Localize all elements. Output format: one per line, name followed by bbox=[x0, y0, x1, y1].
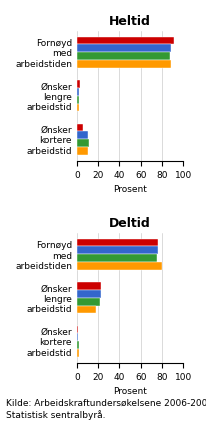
Bar bbox=[76, 254, 156, 262]
Bar bbox=[76, 80, 80, 88]
Bar bbox=[76, 147, 87, 155]
Bar bbox=[76, 88, 79, 96]
Bar bbox=[76, 96, 79, 103]
Bar bbox=[76, 239, 157, 246]
Bar bbox=[76, 341, 79, 349]
Bar bbox=[76, 131, 87, 139]
Bar bbox=[76, 44, 170, 52]
Bar bbox=[76, 282, 101, 290]
Bar bbox=[76, 103, 79, 111]
Title: Deltid: Deltid bbox=[109, 217, 150, 230]
Bar bbox=[76, 246, 157, 254]
Title: Heltid: Heltid bbox=[109, 15, 150, 28]
Bar bbox=[76, 124, 83, 131]
Bar bbox=[76, 333, 77, 341]
Text: Kilde: Arbeidskraftundersøkelsene 2006-2007,
Statistisk sentralbyrå.: Kilde: Arbeidskraftundersøkelsene 2006-2… bbox=[6, 400, 206, 420]
Bar bbox=[76, 37, 173, 44]
Bar bbox=[76, 349, 79, 357]
Bar bbox=[76, 290, 101, 298]
X-axis label: Prosent: Prosent bbox=[113, 387, 146, 396]
Bar bbox=[76, 325, 77, 333]
Bar bbox=[76, 298, 100, 306]
Bar bbox=[76, 139, 88, 147]
X-axis label: Prosent: Prosent bbox=[113, 185, 146, 194]
Bar bbox=[76, 60, 170, 68]
Bar bbox=[76, 306, 96, 314]
Bar bbox=[76, 262, 161, 270]
Bar bbox=[76, 52, 169, 60]
